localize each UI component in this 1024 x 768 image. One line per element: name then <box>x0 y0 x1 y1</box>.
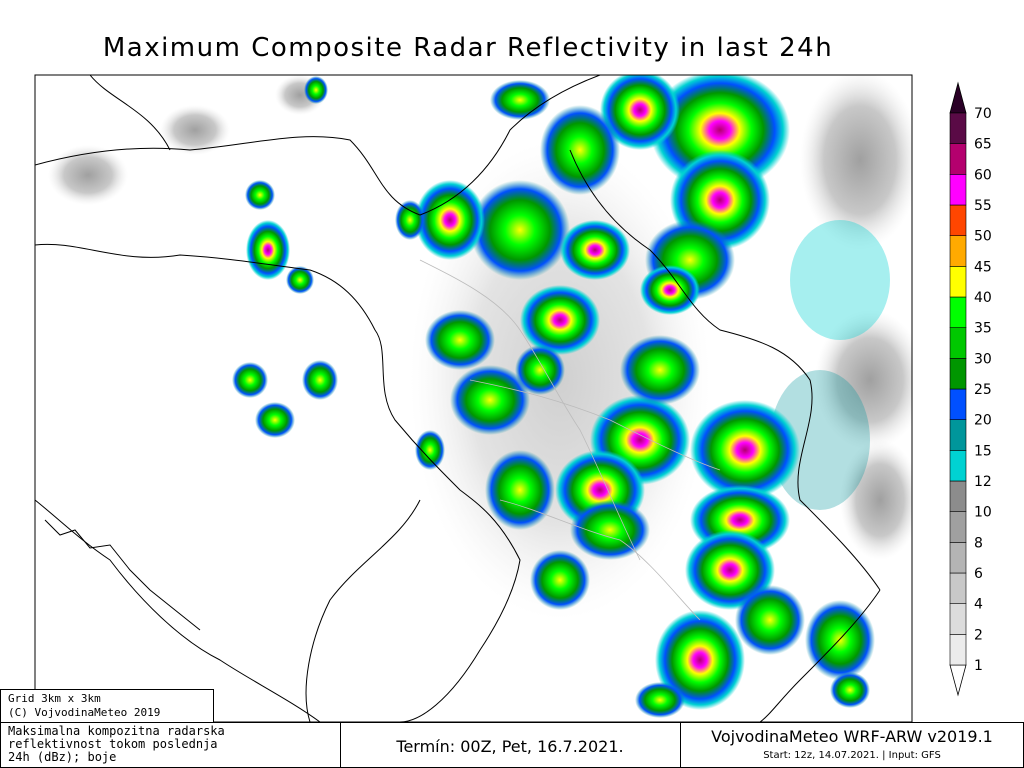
title: Maximum Composite Radar Reflectivity in … <box>103 33 833 63</box>
colorbar-segment <box>949 511 967 543</box>
colorbar-segment <box>949 358 967 390</box>
description-line: Maksimalna kompozitna radarska <box>8 724 225 738</box>
colorbar-segment <box>949 388 967 420</box>
colorbar-segment <box>949 542 967 574</box>
colorbar-segment <box>949 143 967 175</box>
colorbar-label: 12 <box>974 474 992 490</box>
description-line: reflektivnost tokom poslednja <box>8 737 218 751</box>
colorbar-segment <box>949 572 967 604</box>
colorbar-label: 6 <box>974 566 983 582</box>
storm-cells <box>232 75 875 718</box>
colorbar-segment <box>949 327 967 359</box>
colorbar-label: 15 <box>974 443 992 459</box>
colorbar-segment <box>949 450 967 482</box>
model-name: VojvodinaMeteo WRF-ARW v2019.1 <box>711 727 993 746</box>
copyright-text: (C) VojvodinaMeteo 2019 <box>8 706 160 719</box>
colorbar-label: 8 <box>974 535 983 551</box>
colorbar-segment <box>949 266 967 298</box>
colorbar-segment <box>949 296 967 328</box>
map <box>35 75 912 722</box>
colorbar-segment <box>949 480 967 512</box>
colorbar-label: 65 <box>974 137 992 153</box>
colorbar-label: 1 <box>974 658 983 674</box>
colorbar-segment <box>949 112 967 144</box>
colorbar-label: 40 <box>974 290 992 306</box>
colorbar-under <box>949 664 967 697</box>
colorbar-label: 4 <box>974 597 983 613</box>
colorbar-label: 35 <box>974 321 992 337</box>
region-borders <box>419 259 721 621</box>
description-line: 24h (dBz); boje <box>8 750 116 764</box>
model-info: Start: 12z, 14.07.2021. | Input: GFS <box>763 750 941 761</box>
colorbar-segment <box>949 204 967 236</box>
colorbar-label: 55 <box>974 198 992 214</box>
colorbar-label: 70 <box>974 106 992 122</box>
time-text: Termín: 00Z, Pet, 16.7.2021. <box>395 737 623 756</box>
colorbar-segment <box>949 174 967 206</box>
colorbar-label: 45 <box>974 259 992 275</box>
colorbar-label: 25 <box>974 382 992 398</box>
colorbar-segment <box>949 235 967 267</box>
colorbar-label: 60 <box>974 167 992 183</box>
colorbar-label: 2 <box>974 627 983 643</box>
country-borders <box>35 75 881 722</box>
grid-box <box>0 689 214 723</box>
colorbar-label: 30 <box>974 351 992 367</box>
colorbar-segment <box>949 634 967 666</box>
colorbar-segment <box>949 603 967 635</box>
time-box <box>340 722 681 768</box>
colorbar-label: 10 <box>974 505 992 521</box>
grid-text: Grid 3km x 3km <box>8 692 101 705</box>
colorbar-label: 20 <box>974 413 992 429</box>
colorbar-over <box>949 81 967 114</box>
colorbar-label: 50 <box>974 229 992 245</box>
colorbar-segment <box>949 419 967 451</box>
